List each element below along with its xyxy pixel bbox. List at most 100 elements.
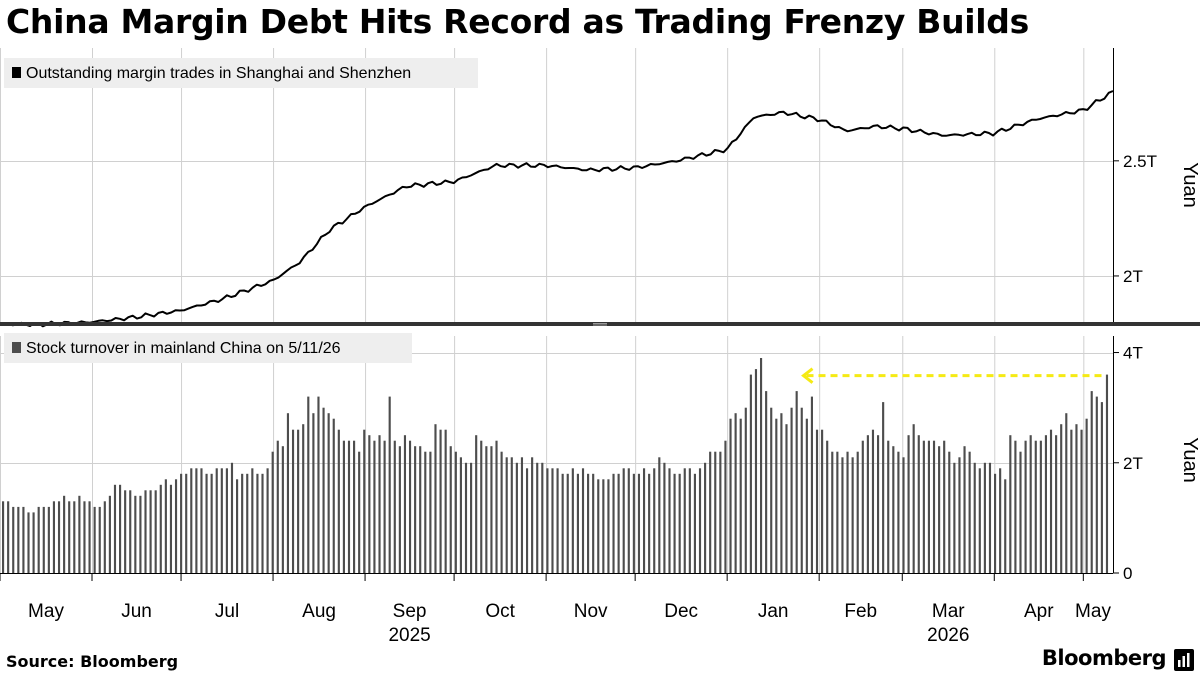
turnover-bar xyxy=(368,435,371,573)
turnover-bar xyxy=(276,440,279,573)
turnover-bar xyxy=(637,473,641,573)
turnover-bar xyxy=(169,484,173,573)
turnover-bar xyxy=(185,473,188,573)
turnover-bar xyxy=(622,468,625,573)
turnover-bar xyxy=(42,506,45,573)
turnover-bar xyxy=(37,506,40,573)
x-month-label: Nov xyxy=(574,601,608,622)
turnover-bar xyxy=(520,457,524,573)
turnover-bar xyxy=(754,369,758,573)
turnover-bar xyxy=(17,506,20,573)
turnover-bar xyxy=(525,468,529,573)
turnover-bar xyxy=(358,451,361,573)
turnover-bar xyxy=(968,451,971,573)
turnover-bar xyxy=(32,512,35,573)
turnover-bar xyxy=(108,495,111,573)
turnover-bar xyxy=(907,435,910,573)
turnover-bar xyxy=(1060,424,1063,573)
turnover-bar xyxy=(902,457,905,573)
turnover-bar xyxy=(419,446,422,573)
panel-divider[interactable] xyxy=(0,322,1200,326)
turnover-bar xyxy=(805,418,808,573)
top-y-axis-ticks: 2T 2.5T xyxy=(1113,152,1157,286)
turnover-bar xyxy=(831,451,834,573)
bloomberg-logo: Bloomberg xyxy=(1041,646,1167,670)
turnover-bar xyxy=(546,468,549,573)
x-month-label: Feb xyxy=(844,601,877,622)
turnover-bar xyxy=(281,446,284,573)
turnover-bar xyxy=(398,446,401,573)
turnover-bar xyxy=(587,473,590,573)
turnover-bar xyxy=(693,473,696,573)
turnover-bar xyxy=(724,440,727,573)
turnover-bar xyxy=(912,424,915,573)
turnover-bar xyxy=(1080,429,1083,573)
bottom-legend-box xyxy=(4,333,412,363)
turnover-bar xyxy=(1049,429,1053,573)
bottom-legend-label: Stock turnover in mainland China on 5/11… xyxy=(26,340,341,357)
turnover-bar xyxy=(1085,418,1088,573)
turnover-bar xyxy=(826,440,829,573)
bottom-y-tick-label: 2T xyxy=(1123,454,1143,473)
turnover-bar xyxy=(953,462,956,573)
chart-title: China Margin Debt Hits Record as Trading… xyxy=(6,2,1029,41)
turnover-bar xyxy=(866,435,869,573)
x-year-label: 2026 xyxy=(927,625,969,646)
turnover-bar xyxy=(470,462,473,573)
turnover-bar xyxy=(312,413,315,573)
turnover-bar xyxy=(938,446,941,573)
x-month-label: Jul xyxy=(215,601,239,622)
turnover-bar xyxy=(337,429,340,573)
turnover-bar xyxy=(897,451,900,573)
bottom-legend-swatch xyxy=(12,342,21,353)
x-month-label: Apr xyxy=(1024,601,1054,622)
turnover-bar xyxy=(683,468,686,573)
turnover-bar xyxy=(47,506,50,573)
turnover-bar xyxy=(556,468,559,573)
turnover-bar xyxy=(1070,429,1073,573)
turnover-bar xyxy=(1105,374,1109,573)
turnover-bar xyxy=(490,446,493,573)
turnover-bar xyxy=(378,435,381,573)
turnover-bar xyxy=(220,468,223,573)
top-legend-swatch xyxy=(12,67,21,78)
turnover-bar xyxy=(139,495,142,573)
x-month-label: Jun xyxy=(121,601,152,622)
turnover-bar xyxy=(698,468,702,573)
turnover-bar xyxy=(424,451,427,573)
turnover-bar xyxy=(963,446,966,573)
top-legend-box xyxy=(4,58,478,88)
turnover-bar xyxy=(480,440,483,573)
turnover-bar xyxy=(210,473,213,573)
turnover-bar xyxy=(943,440,946,573)
turnover-bar xyxy=(836,451,839,573)
turnover-bar xyxy=(286,413,290,573)
turnover-bar xyxy=(180,473,183,573)
turnover-bar xyxy=(144,490,147,573)
turnover-bar xyxy=(256,473,259,573)
turnover-bar xyxy=(678,473,681,573)
turnover-bar xyxy=(729,418,732,573)
turnover-bar xyxy=(780,413,783,573)
x-month-label: May xyxy=(28,601,64,622)
turnover-bar xyxy=(302,424,305,573)
turnover-bar xyxy=(322,407,325,573)
turnover-bar xyxy=(917,435,920,573)
turnover-bar xyxy=(597,479,600,573)
turnover-bar xyxy=(663,462,666,573)
turnover-bar xyxy=(236,479,239,573)
x-month-label: Jan xyxy=(758,601,789,622)
turnover-bar xyxy=(841,457,844,573)
bottom-y-tick-label: 4T xyxy=(1123,344,1143,363)
bloomberg-terminal-mark-icon xyxy=(1174,649,1194,671)
turnover-bar xyxy=(388,396,391,573)
turnover-bar xyxy=(408,440,412,573)
turnover-bar xyxy=(815,429,819,573)
turnover-bars xyxy=(2,358,1109,573)
turnover-bar xyxy=(52,501,56,573)
turnover-bar xyxy=(983,462,986,573)
top-y-axis-label: Yuan xyxy=(1179,162,1200,208)
turnover-bar xyxy=(205,473,208,573)
turnover-bar xyxy=(495,440,498,573)
turnover-bar xyxy=(561,473,564,573)
